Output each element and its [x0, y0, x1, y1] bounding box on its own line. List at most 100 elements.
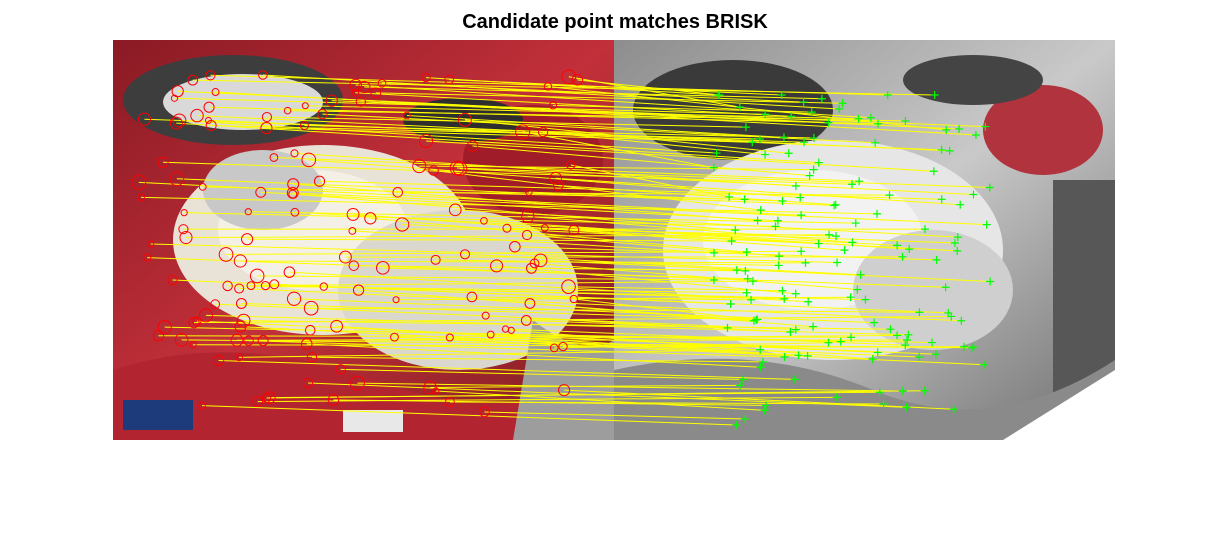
- match-line: [266, 127, 753, 143]
- right-keypoint-plus: [773, 216, 782, 225]
- left-keypoint-circle: [252, 396, 264, 407]
- match-line: [357, 382, 903, 392]
- left-keypoint-circle: [319, 282, 328, 291]
- left-keypoint-circle: [204, 116, 212, 124]
- right-keypoint-plus: [831, 200, 840, 209]
- right-keypoint-plus: [853, 285, 862, 294]
- right-keypoint-plus: [903, 336, 912, 345]
- right-keypoint-plus: [775, 252, 784, 261]
- match-line: [247, 238, 732, 242]
- right-keypoint-plus: [805, 171, 814, 180]
- left-keypoint-circle: [561, 69, 577, 85]
- left-keypoint-circle: [167, 274, 178, 286]
- right-keypoint-plus: [809, 322, 818, 331]
- left-keypoint-circle: [529, 258, 540, 269]
- right-keypoint-plus: [712, 149, 721, 158]
- left-keypoint-circle: [306, 352, 318, 363]
- right-keypoint-plus: [791, 325, 800, 334]
- match-line: [425, 77, 719, 96]
- right-keypoint-plus: [748, 138, 757, 147]
- match-line: [457, 167, 990, 188]
- left-keypoint-circle: [457, 112, 472, 127]
- match-line: [192, 79, 935, 96]
- right-keypoint-plus: [761, 110, 770, 119]
- right-keypoint-plus: [743, 274, 752, 283]
- right-keypoint-plus: [920, 386, 929, 395]
- left-keypoint-circle: [466, 140, 479, 152]
- match-line: [239, 288, 962, 322]
- left-keypoint-circle: [261, 111, 272, 123]
- left-keypoint-circle: [178, 224, 189, 235]
- left-keypoint-circle: [313, 175, 326, 187]
- left-keypoint-circle: [188, 317, 200, 329]
- right-keypoint-plus: [710, 248, 719, 257]
- left-keypoint-circle: [157, 320, 172, 335]
- match-visualization: [113, 40, 1115, 440]
- match-line: [215, 303, 796, 331]
- right-keypoint-plus: [866, 113, 875, 122]
- right-keypoint-plus: [749, 316, 758, 325]
- left-keypoint-circle: [244, 208, 252, 216]
- match-line: [294, 298, 875, 324]
- left-keypoint-circle: [286, 291, 302, 306]
- left-keypoint-circle: [466, 291, 478, 303]
- match-line: [164, 326, 841, 343]
- right-keypoint-plus: [777, 91, 786, 99]
- right-keypoint-plus: [969, 343, 978, 352]
- left-keypoint-circle: [566, 160, 576, 170]
- match-line: [435, 390, 765, 411]
- match-line: [419, 165, 814, 171]
- right-keypoint-plus: [742, 288, 751, 297]
- left-keypoint-circle: [230, 333, 244, 347]
- match-line: [543, 131, 766, 156]
- left-keypoint-circle: [479, 406, 490, 418]
- left-keypoint-circle: [170, 94, 179, 102]
- right-keypoint-plus: [761, 150, 770, 159]
- right-keypoint-plus: [780, 294, 789, 303]
- right-keypoint-plus: [930, 91, 939, 99]
- right-keypoint-plus: [955, 124, 964, 133]
- left-keypoint-circle: [263, 391, 276, 404]
- right-keypoint-plus: [956, 200, 965, 209]
- right-keypoint-plus: [920, 225, 929, 234]
- match-line: [352, 230, 715, 254]
- left-keypoint-circle: [448, 203, 462, 217]
- left-keypoint-circle: [290, 207, 300, 217]
- match-line: [355, 92, 792, 117]
- left-keypoint-circle: [198, 401, 206, 410]
- right-keypoint-plus: [803, 351, 812, 360]
- match-line: [294, 152, 796, 187]
- right-keypoint-plus: [778, 286, 787, 295]
- left-keypoint-circle: [338, 250, 352, 264]
- left-keypoint-circle: [179, 231, 193, 245]
- left-keypoint-circle: [172, 113, 187, 128]
- left-keypoint-circle: [490, 259, 504, 273]
- left-keypoint-circle: [355, 96, 366, 107]
- match-line: [483, 220, 910, 250]
- right-keypoint-plus: [741, 266, 750, 275]
- right-keypoint-plus: [886, 325, 895, 334]
- right-keypoint-plus: [804, 297, 813, 306]
- right-keypoint-plus: [799, 98, 808, 107]
- right-keypoint-plus: [836, 337, 845, 346]
- match-line: [248, 340, 785, 358]
- left-keypoint-circle: [261, 393, 272, 403]
- right-keypoint-plus: [735, 103, 744, 112]
- left-keypoint-circle: [174, 333, 189, 347]
- left-keypoint-circle: [444, 74, 454, 85]
- right-keypoint-plus: [800, 138, 809, 147]
- right-keypoint-plus: [731, 226, 740, 235]
- match-line: [306, 343, 761, 368]
- right-keypoint-plus: [848, 238, 857, 247]
- match-line: [433, 169, 761, 211]
- right-keypoint-plus: [756, 345, 765, 354]
- left-keypoint-circle: [480, 216, 488, 225]
- right-keypoint-plus: [883, 91, 892, 99]
- right-keypoint-plus: [873, 209, 882, 218]
- left-keypoint-circle: [524, 298, 536, 309]
- right-keypoint-plus: [790, 375, 799, 384]
- match-line: [266, 116, 746, 128]
- right-keypoint-plus: [945, 146, 954, 155]
- right-keypoint-plus: [817, 94, 826, 103]
- left-keypoint-circle: [299, 121, 309, 131]
